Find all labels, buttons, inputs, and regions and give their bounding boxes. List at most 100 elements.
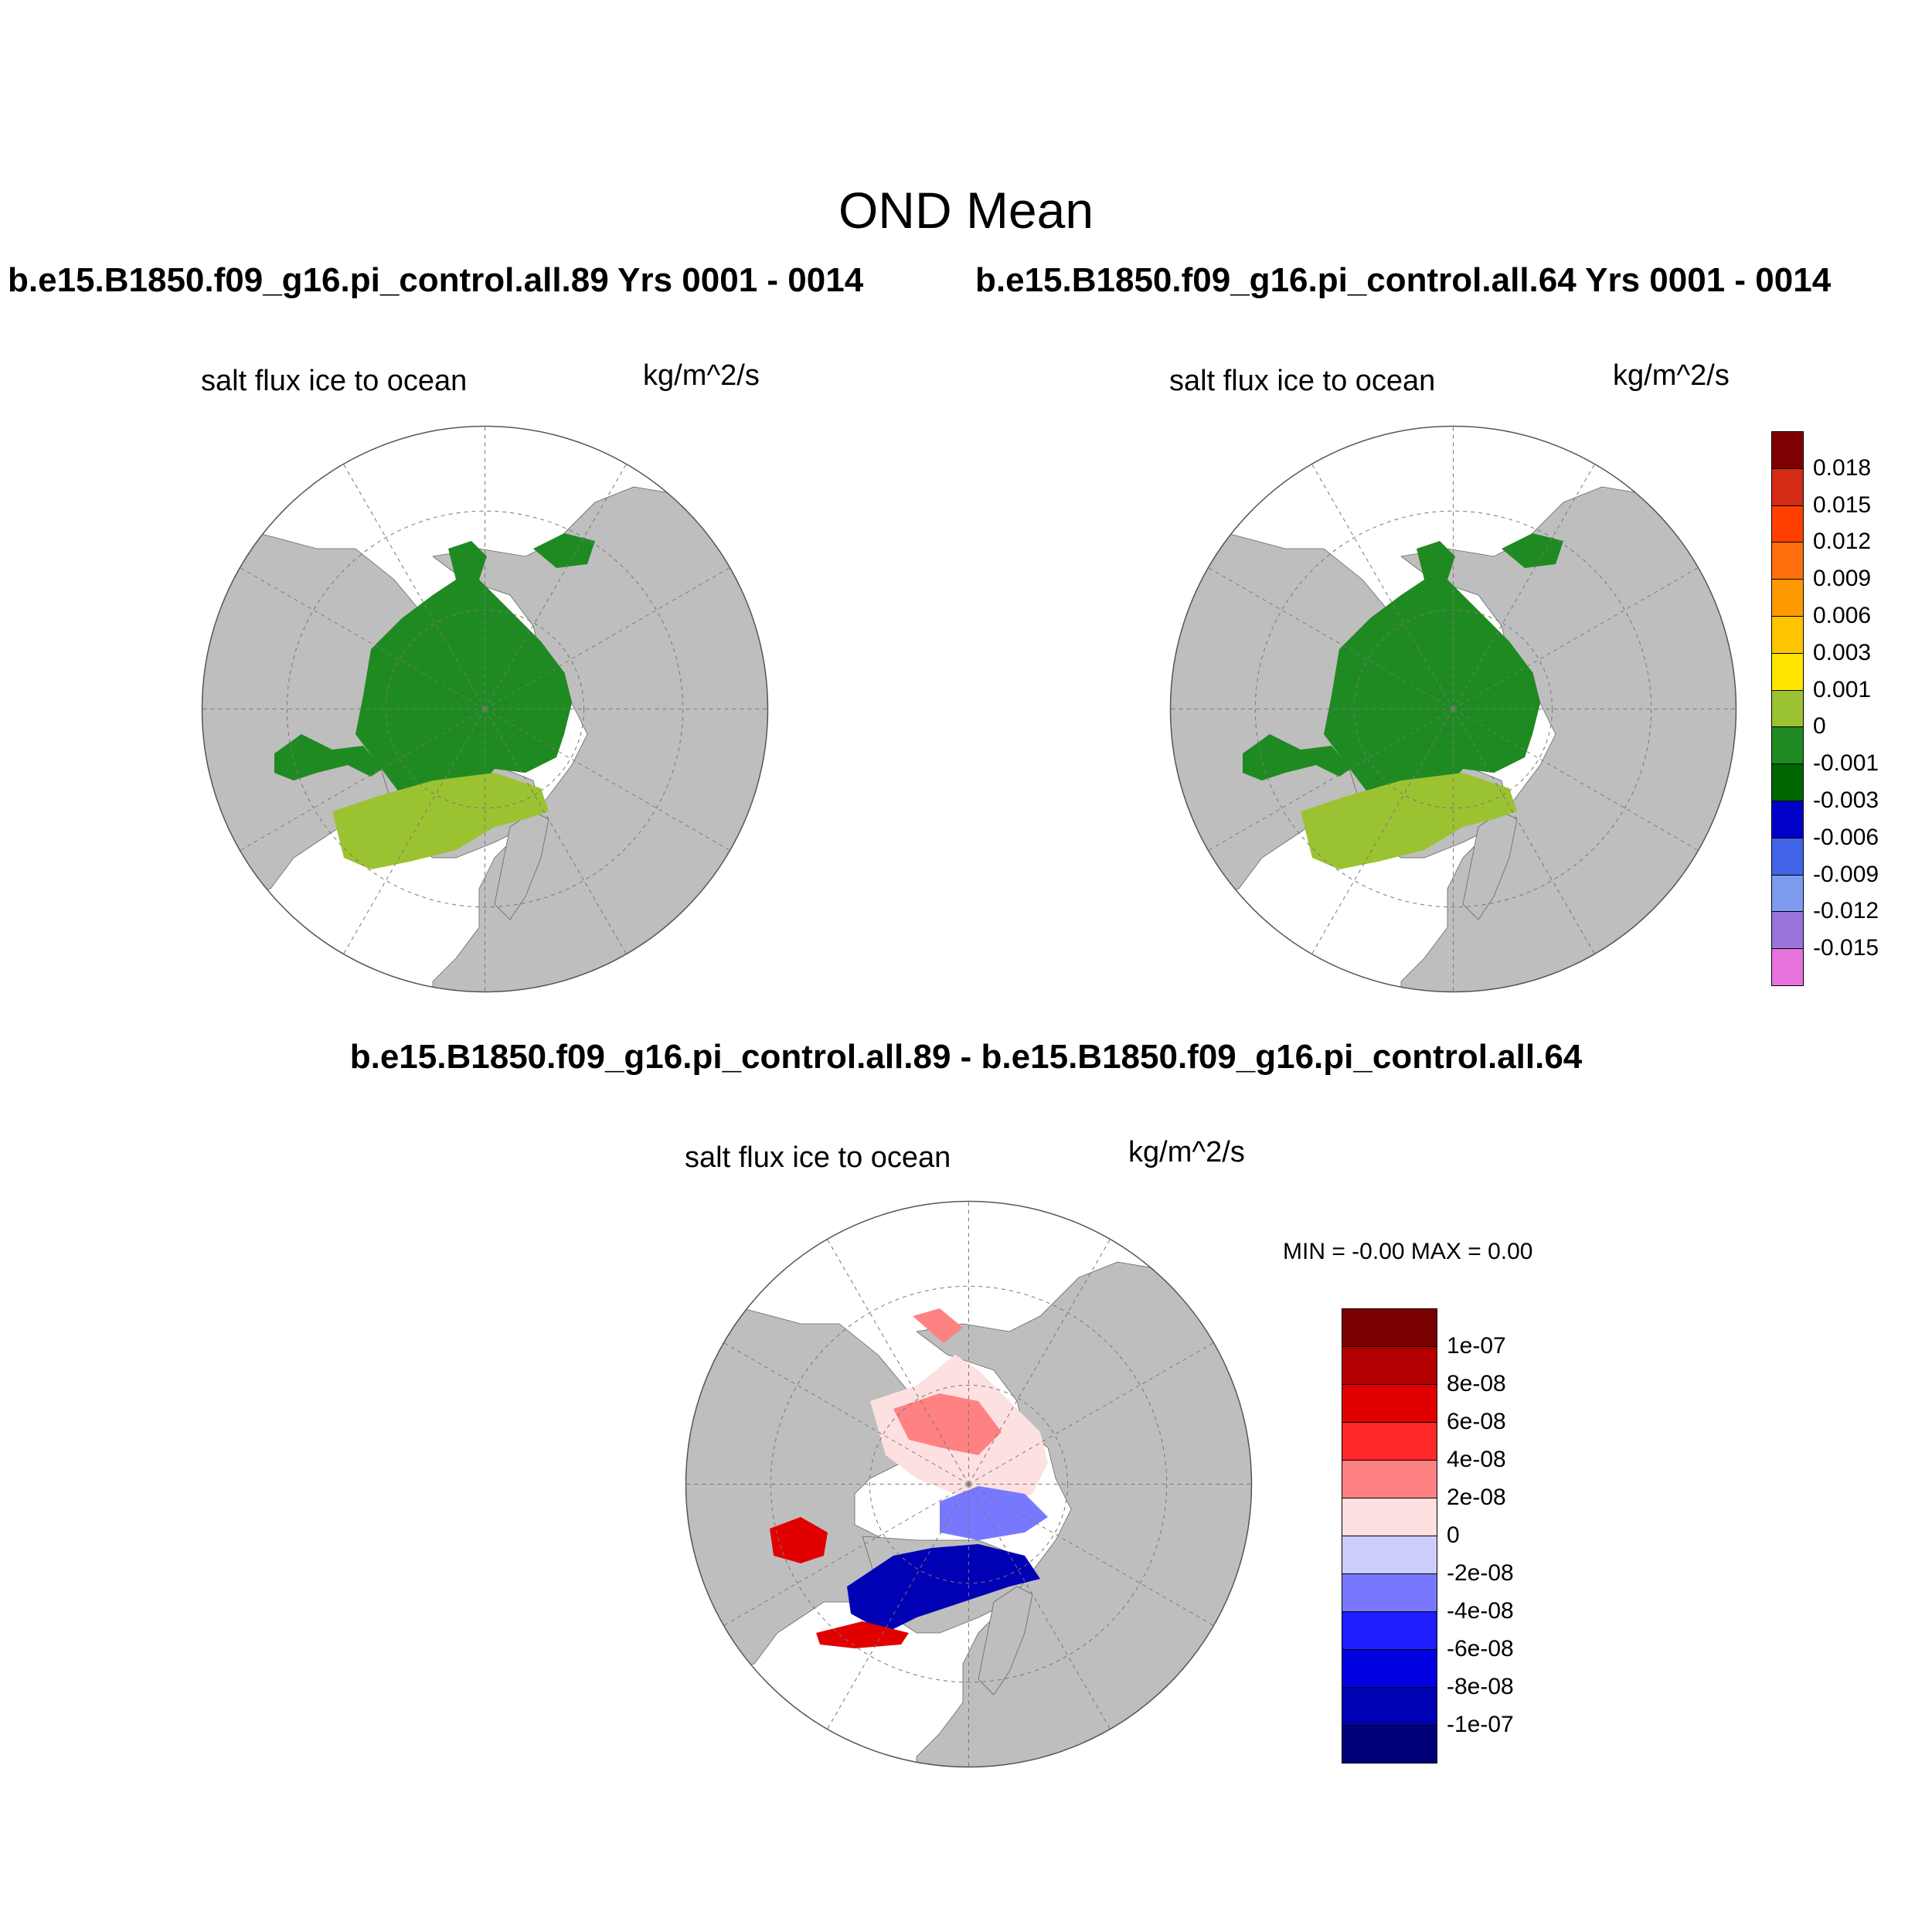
colorbar-swatch — [1342, 1536, 1437, 1574]
meridian-line — [1453, 709, 1595, 954]
colorbar-label: 0 — [1813, 713, 1826, 740]
polar-map-difference — [685, 1200, 1253, 1768]
ice-field-region — [1324, 541, 1540, 811]
colorbar-label: 0.009 — [1813, 566, 1872, 592]
panel-diff-units-label: kg/m^2/s — [1128, 1136, 1245, 1168]
colorbar-label: 0 — [1447, 1522, 1460, 1548]
colorbar-swatch — [1771, 689, 1804, 728]
meridian-line — [240, 709, 485, 851]
meridian-line — [968, 1484, 1111, 1730]
meridian-line — [827, 1484, 969, 1730]
colorbar-label: 0.015 — [1813, 492, 1872, 518]
ice-edge-region — [1301, 773, 1517, 869]
colorbar-label: -1e-07 — [1447, 1712, 1514, 1737]
figure-title: OND Mean — [838, 182, 1094, 239]
meridian-line — [343, 709, 485, 954]
colorbar-label: 1e-07 — [1447, 1333, 1506, 1359]
diff-negative-region — [940, 1486, 1048, 1540]
colorbar-label: -8e-08 — [1447, 1674, 1514, 1699]
colorbar-label: 8e-08 — [1447, 1371, 1506, 1396]
meridian-line — [723, 1484, 969, 1626]
graticule — [1170, 426, 1736, 992]
colorbar-swatch — [1771, 726, 1804, 765]
meridian-line — [485, 709, 627, 954]
meridian-line — [1311, 464, 1454, 709]
colorbar-label: -0.006 — [1813, 824, 1879, 850]
colorbar-label: 6e-08 — [1447, 1409, 1506, 1434]
meridian-line — [343, 464, 485, 709]
meridian-line — [1453, 567, 1699, 709]
diff-positive-region — [913, 1308, 963, 1343]
colorbar-swatch — [1771, 652, 1804, 691]
colorbar-label: -0.001 — [1813, 750, 1879, 777]
panel-diff-variable-label: salt flux ice to ocean — [685, 1141, 951, 1174]
latitude-circle — [286, 510, 684, 908]
colorbar-label: 0.006 — [1813, 603, 1872, 628]
colorbar-label: 0.012 — [1813, 529, 1872, 555]
diff-positive-region — [893, 1393, 1002, 1455]
diff-positive-region — [816, 1621, 909, 1648]
colorbar-swatch — [1771, 837, 1804, 876]
map-border — [1169, 425, 1737, 993]
difference-title: b.e15.B1850.f09_g16.pi_control.all.89 - … — [349, 1038, 1583, 1076]
diff-positive-region — [770, 1517, 828, 1563]
meridian-line — [1453, 709, 1699, 851]
latitude-circle — [1353, 609, 1553, 809]
colorbar-swatch — [1342, 1573, 1437, 1612]
colorbar-swatch — [1771, 468, 1804, 506]
colorbar-swatch — [1342, 1498, 1437, 1536]
polar-map-run-64 — [1169, 425, 1737, 993]
colorbar-label: 0.018 — [1813, 454, 1872, 481]
colorbar-swatch — [1342, 1649, 1437, 1688]
meridian-line — [1453, 464, 1595, 709]
map-border — [685, 1200, 1253, 1768]
latitude-circle — [869, 1384, 1069, 1584]
colorbar-swatch — [1342, 1346, 1437, 1385]
meridian-line — [968, 1342, 1214, 1485]
colorbar-swatch — [1342, 1687, 1437, 1726]
panel-diff-min-max-text: MIN = -0.00 MAX = 0.00 — [1283, 1239, 1533, 1264]
colorbar-swatch — [1771, 542, 1804, 580]
colorbar-swatch — [1342, 1725, 1437, 1764]
meridian-line — [827, 1239, 969, 1485]
meridian-line — [723, 1342, 969, 1485]
meridian-line — [485, 709, 730, 851]
latitude-circle — [770, 1285, 1168, 1683]
colorbar-label: -0.012 — [1813, 898, 1879, 924]
colorbar-swatch — [1771, 431, 1804, 469]
colorbar-swatch — [1342, 1611, 1437, 1650]
colorbar-label: 2e-08 — [1447, 1485, 1506, 1510]
meridian-line — [1208, 567, 1454, 709]
ice-field-region — [274, 734, 383, 781]
ice-edge-region — [332, 773, 549, 869]
panel-a-variable-label: salt flux ice to ocean — [201, 365, 468, 397]
colorbar-label: -0.009 — [1813, 861, 1879, 887]
panel-a-units-label: kg/m^2/s — [643, 359, 760, 392]
colorbar-swatch — [1771, 764, 1804, 801]
colorbar-absolute: 0.018 0.015 0.012 0.009 0.006 0.003 0.001 0 -0.0… — [1771, 431, 1932, 986]
colorbar-swatch — [1771, 948, 1804, 986]
colorbar-label: 0.003 — [1813, 639, 1872, 665]
run-a-title: b.e15.B1850.f09_g16.pi_control.all.89 Yr… — [8, 261, 864, 299]
colorbar-swatch — [1771, 874, 1804, 913]
colorbar-label: -0.015 — [1813, 935, 1879, 961]
run-b-title: b.e15.B1850.f09_g16.pi_control.all.64 Yr… — [975, 261, 1832, 299]
colorbar-swatch — [1771, 616, 1804, 654]
colorbar-label: -4e-08 — [1447, 1598, 1514, 1624]
colorbar-difference: 1e-07 8e-08 6e-08 4e-08 2e-08 0 -2e-08 -4e-08 -6… — [1342, 1308, 1577, 1764]
meridian-line — [240, 567, 485, 709]
ice-field-region — [355, 541, 572, 811]
map-content — [685, 1201, 1252, 1767]
graticule — [202, 426, 768, 992]
colorbar-swatch — [1771, 579, 1804, 617]
colorbar-swatch — [1771, 911, 1804, 950]
meridian-line — [1311, 709, 1454, 954]
panel-b-variable-label: salt flux ice to ocean — [1169, 365, 1436, 397]
colorbar-label: 4e-08 — [1447, 1447, 1506, 1472]
panel-b-units-label: kg/m^2/s — [1613, 359, 1730, 392]
ice-field-region — [533, 533, 595, 568]
colorbar-label: 0.001 — [1813, 676, 1872, 702]
meridian-line — [485, 567, 730, 709]
meridian-line — [1208, 709, 1454, 851]
colorbar-swatch — [1771, 801, 1804, 838]
